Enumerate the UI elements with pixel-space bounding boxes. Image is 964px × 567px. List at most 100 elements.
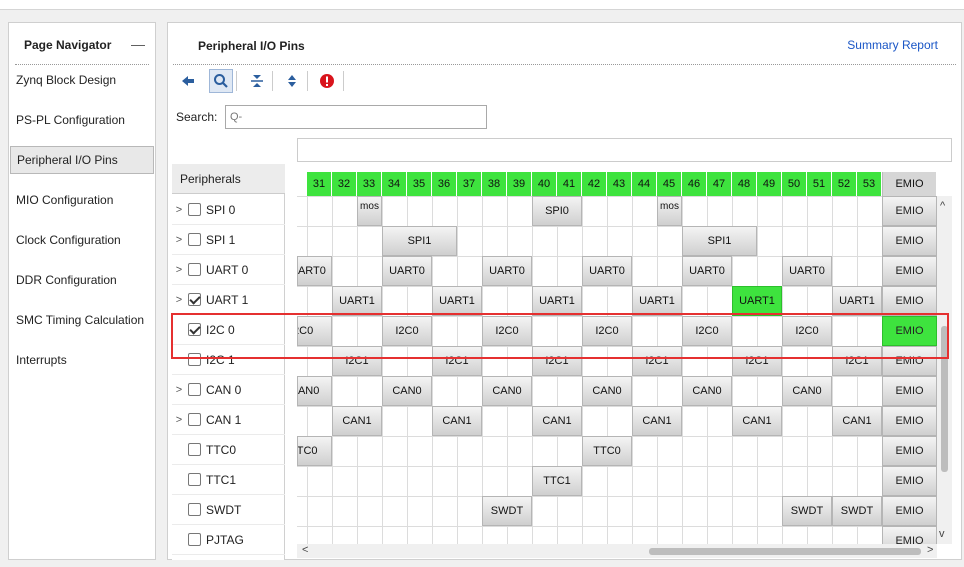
pin-assignment-block[interactable]: TTC0 (297, 436, 332, 466)
pin-assignment-block[interactable]: I2C0 (682, 316, 732, 346)
search-input[interactable]: Q- (225, 105, 487, 129)
pin-assignment-block[interactable]: UART1 (432, 286, 482, 316)
pin-assignment-block[interactable]: SPI1 (382, 226, 457, 256)
peripheral-checkbox[interactable] (188, 353, 201, 366)
peripheral-checkbox[interactable] (188, 503, 201, 516)
pin-assignment-block[interactable]: UART0 (682, 256, 732, 286)
peripheral-checkbox[interactable] (188, 233, 201, 246)
peripheral-checkbox[interactable] (188, 323, 201, 336)
chevron-right-icon[interactable]: > (175, 413, 183, 426)
pin-assignment-block[interactable]: CAN1 (732, 406, 782, 436)
chevron-right-icon[interactable]: > (175, 263, 183, 276)
vertical-scroll-thumb[interactable] (941, 326, 948, 472)
pin-assignment-block[interactable]: CAN0 (682, 376, 732, 406)
chevron-right-icon[interactable]: > (175, 293, 183, 306)
collapse-all-icon[interactable] (245, 69, 269, 93)
nav-item[interactable]: Peripheral I/O Pins (10, 146, 154, 174)
pin-assignment-block[interactable]: CAN1 (532, 406, 582, 436)
peripheral-row[interactable]: > UART 0 (172, 255, 285, 285)
pin-assignment-block[interactable]: CAN0 (297, 376, 332, 406)
pin-assignment-block[interactable]: CAN0 (782, 376, 832, 406)
pin-assignment-block[interactable]: CAN1 (632, 406, 682, 436)
peripheral-checkbox[interactable] (188, 473, 201, 486)
nav-item[interactable]: SMC Timing Calculation (16, 313, 145, 327)
pin-assignment-block[interactable]: CAN0 (582, 376, 632, 406)
pin-assignment-block[interactable]: CAN0 (382, 376, 432, 406)
pin-assignment-block[interactable]: UART0 (297, 256, 332, 286)
emio-cell[interactable]: EMIO (882, 406, 937, 436)
search-icon[interactable] (209, 69, 233, 93)
chevron-right-icon[interactable]: > (175, 233, 183, 246)
nav-item[interactable]: DDR Configuration (16, 273, 117, 287)
peripheral-row[interactable]: > CAN 0 (172, 375, 285, 405)
pin-assignment-block[interactable]: I2C0 (582, 316, 632, 346)
pin-assignment-block[interactable]: I2C1 (732, 346, 782, 376)
peripheral-checkbox[interactable] (188, 293, 201, 306)
pin-assignment-block[interactable]: SWDT (782, 496, 832, 526)
peripheral-row[interactable]: > CAN 1 (172, 405, 285, 435)
pin-assignment-block[interactable]: UART0 (482, 256, 532, 286)
back-arrow-icon[interactable] (176, 69, 200, 93)
peripheral-row[interactable]: TTC0 (172, 435, 285, 465)
scroll-down-icon[interactable]: v (939, 528, 945, 540)
peripheral-row[interactable]: SWDT (172, 495, 285, 525)
pin-assignment-block[interactable]: UART1 (332, 286, 382, 316)
pin-assignment-block[interactable]: UART1 (532, 286, 582, 316)
chevron-right-icon[interactable]: > (175, 383, 183, 396)
peripheral-row[interactable]: TTC1 (172, 465, 285, 495)
peripheral-checkbox[interactable] (188, 263, 201, 276)
pin-assignment-block[interactable]: CAN1 (332, 406, 382, 436)
pin-assignment-block[interactable]: UART1 (732, 286, 782, 316)
peripheral-row[interactable]: > SPI 0 (172, 195, 285, 225)
peripheral-row[interactable]: I2C 0 (172, 315, 285, 345)
emio-cell[interactable]: EMIO (882, 286, 937, 316)
expand-all-icon[interactable] (280, 69, 304, 93)
pin-assignment-block[interactable]: I2C0 (297, 316, 332, 346)
nav-item[interactable]: Clock Configuration (16, 233, 121, 247)
peripheral-checkbox[interactable] (188, 413, 201, 426)
nav-item[interactable]: PS-PL Configuration (16, 113, 125, 127)
pin-assignment-block[interactable]: I2C0 (782, 316, 832, 346)
error-icon[interactable] (315, 69, 339, 93)
nav-item[interactable]: Zynq Block Design (16, 73, 117, 87)
peripheral-checkbox[interactable] (188, 443, 201, 456)
pin-assignment-block[interactable]: UART1 (632, 286, 682, 316)
emio-cell[interactable]: EMIO (882, 226, 937, 256)
horizontal-scrollbar[interactable]: < > (297, 544, 937, 558)
nav-item[interactable]: MIO Configuration (16, 193, 114, 207)
emio-cell[interactable]: EMIO (882, 196, 937, 226)
peripheral-checkbox[interactable] (188, 533, 201, 546)
pin-assignment-block[interactable]: CAN0 (482, 376, 532, 406)
scroll-left-icon[interactable]: < (302, 544, 309, 556)
pin-assignment-block[interactable]: I2C1 (832, 346, 882, 376)
vertical-scrollbar[interactable]: ^ v (937, 196, 952, 544)
summary-report-link[interactable]: Summary Report (847, 38, 938, 52)
pin-assignment-block[interactable]: SPI0 (532, 196, 582, 226)
scroll-right-icon[interactable]: > (927, 544, 934, 556)
pin-assignment-block[interactable]: UART0 (382, 256, 432, 286)
emio-cell[interactable]: EMIO (882, 376, 937, 406)
pin-assignment-block[interactable]: I2C1 (432, 346, 482, 376)
peripheral-row[interactable]: > SPI 1 (172, 225, 285, 255)
peripheral-row[interactable]: I2C 1 (172, 345, 285, 375)
pin-assignment-block[interactable]: UART0 (582, 256, 632, 286)
pin-assignment-block[interactable]: SWDT (832, 496, 882, 526)
minimize-icon[interactable]: — (131, 36, 145, 52)
emio-cell[interactable]: EMIO (882, 466, 937, 496)
horizontal-scroll-thumb[interactable] (649, 548, 921, 555)
pin-assignment-block[interactable]: UART1 (832, 286, 882, 316)
pin-assignment-block[interactable]: I2C0 (382, 316, 432, 346)
peripheral-checkbox[interactable] (188, 203, 201, 216)
emio-cell[interactable]: EMIO (882, 436, 937, 466)
emio-cell[interactable]: EMIO (882, 316, 937, 346)
emio-cell[interactable]: EMIO (882, 256, 937, 286)
pin-assignment-block[interactable]: I2C0 (482, 316, 532, 346)
peripheral-row[interactable]: > UART 1 (172, 285, 285, 315)
pin-assignment-block[interactable]: CAN1 (832, 406, 882, 436)
pin-assignment-block[interactable]: mos (657, 196, 682, 226)
pin-assignment-block[interactable]: CAN1 (432, 406, 482, 436)
scroll-up-icon[interactable]: ^ (940, 200, 946, 212)
chevron-right-icon[interactable]: > (175, 203, 183, 216)
emio-cell[interactable]: EMIO (882, 526, 937, 544)
pin-assignment-block[interactable]: TTC1 (532, 466, 582, 496)
